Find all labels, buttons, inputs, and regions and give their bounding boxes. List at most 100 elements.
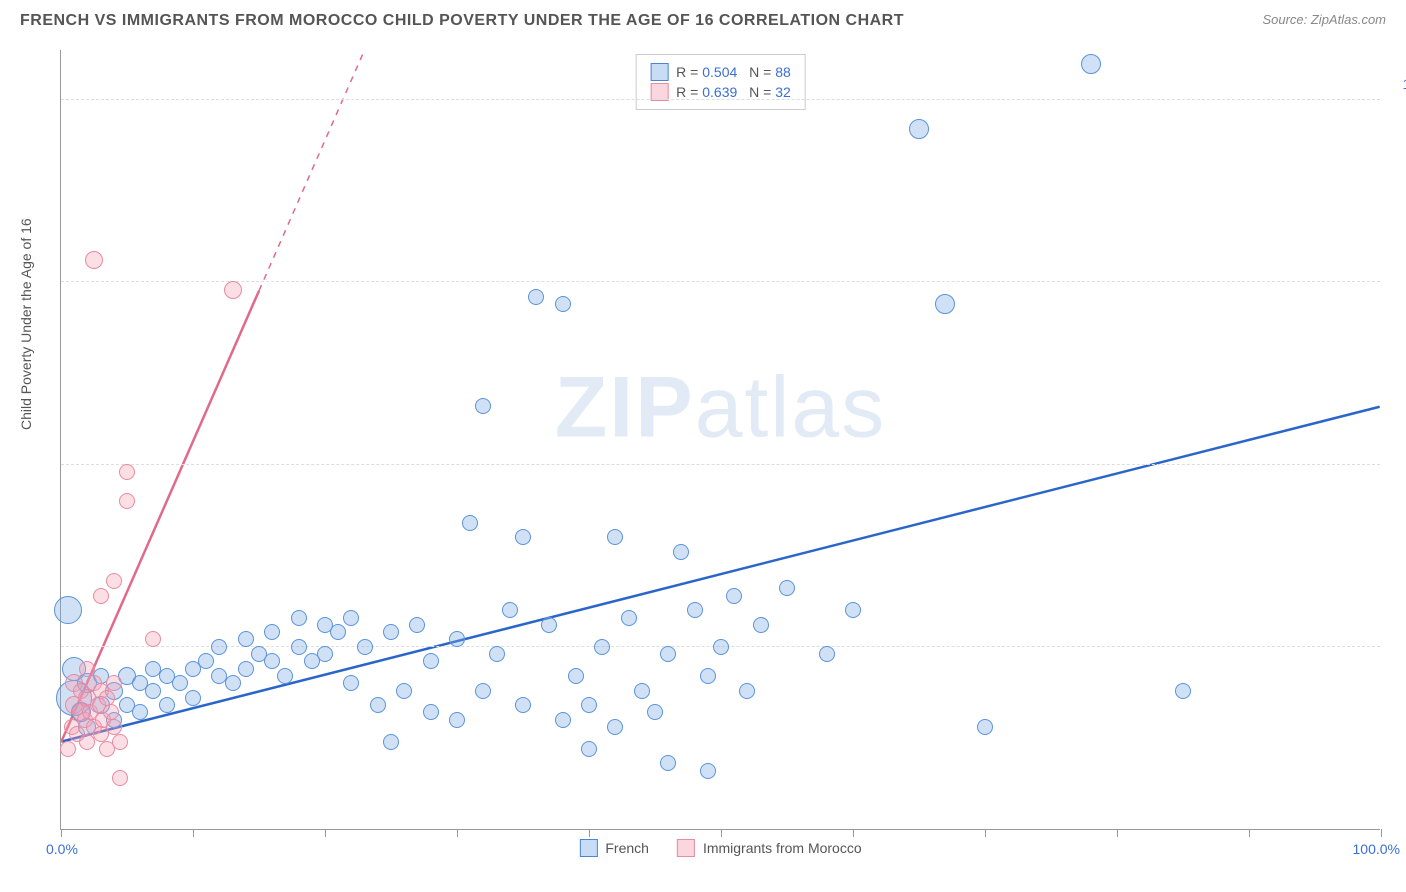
data-point [568,668,584,684]
data-point [819,646,835,662]
data-point [172,675,188,691]
data-point [409,617,425,633]
data-point [119,493,135,509]
data-point [541,617,557,633]
legend-stats-row-blue: R = 0.504 N = 88 [650,63,791,81]
x-tick [721,829,722,837]
y-tick-label: 100.0% [1403,76,1406,92]
data-point [1175,683,1191,699]
data-point [277,668,293,684]
data-point [198,653,214,669]
x-tick [457,829,458,837]
data-point [145,683,161,699]
gridline [61,99,1380,100]
data-point [330,624,346,640]
x-tick [1249,829,1250,837]
data-point [112,734,128,750]
data-point [515,697,531,713]
legend-stats: R = 0.504 N = 88 R = 0.639 N = 32 [635,54,806,110]
chart-header: FRENCH VS IMMIGRANTS FROM MOROCCO CHILD … [0,0,1406,38]
data-point [343,675,359,691]
n-value-pink: 32 [775,84,791,100]
data-point [700,763,716,779]
data-point [449,712,465,728]
data-point [739,683,755,699]
r-value-pink: 0.639 [702,84,737,100]
data-point [713,639,729,655]
data-point [396,683,412,699]
data-point [660,646,676,662]
x-tick [1117,829,1118,837]
data-point [343,610,359,626]
trend-lines [61,50,1380,829]
data-point [60,741,76,757]
data-point [291,610,307,626]
x-tick [589,829,590,837]
data-point [264,624,280,640]
data-point [112,770,128,786]
swatch-pink [677,839,695,857]
chart-title: FRENCH VS IMMIGRANTS FROM MOROCCO CHILD … [20,12,904,30]
gridline [61,281,1380,282]
legend-label-french: French [605,840,649,856]
data-point [779,580,795,596]
data-point [99,690,115,706]
data-point [383,734,399,750]
legend-series: French Immigrants from Morocco [579,839,861,857]
data-point [673,544,689,560]
swatch-blue [650,63,668,81]
data-point [238,631,254,647]
data-point [159,697,175,713]
data-point [935,294,955,314]
data-point [555,296,571,312]
y-axis-label: Child Poverty Under the Age of 16 [18,218,34,430]
data-point [581,741,597,757]
data-point [423,653,439,669]
data-point [211,639,227,655]
data-point [528,289,544,305]
data-point [238,661,254,677]
legend-item-french: French [579,839,649,857]
data-point [726,588,742,604]
data-point [977,719,993,735]
source-attribution: Source: ZipAtlas.com [1262,12,1386,27]
x-tick [61,829,62,837]
x-tick [1381,829,1382,837]
data-point [106,573,122,589]
data-point [909,119,929,139]
data-point [594,639,610,655]
data-point [145,631,161,647]
x-label-min: 0.0% [46,841,78,857]
data-point [103,704,119,720]
data-point [687,602,703,618]
data-point [502,602,518,618]
n-value-blue: 88 [775,64,791,80]
data-point [581,697,597,713]
data-point [317,646,333,662]
data-point [647,704,663,720]
gridline [61,464,1380,465]
data-point [383,624,399,640]
x-tick [853,829,854,837]
data-point [132,704,148,720]
legend-item-morocco: Immigrants from Morocco [677,839,862,857]
x-tick [193,829,194,837]
data-point [475,398,491,414]
data-point [185,690,201,706]
data-point [555,712,571,728]
data-point [119,464,135,480]
data-point [370,697,386,713]
data-point [845,602,861,618]
data-point [489,646,505,662]
data-point [357,639,373,655]
data-point [634,683,650,699]
data-point [607,529,623,545]
data-point [106,675,122,691]
data-point [264,653,280,669]
data-point [423,704,439,720]
scatter-chart: ZIPatlas R = 0.504 N = 88 R = 0.639 N = … [60,50,1380,830]
data-point [621,610,637,626]
x-label-max: 100.0% [1353,841,1400,857]
x-tick [985,829,986,837]
data-point [54,596,82,624]
